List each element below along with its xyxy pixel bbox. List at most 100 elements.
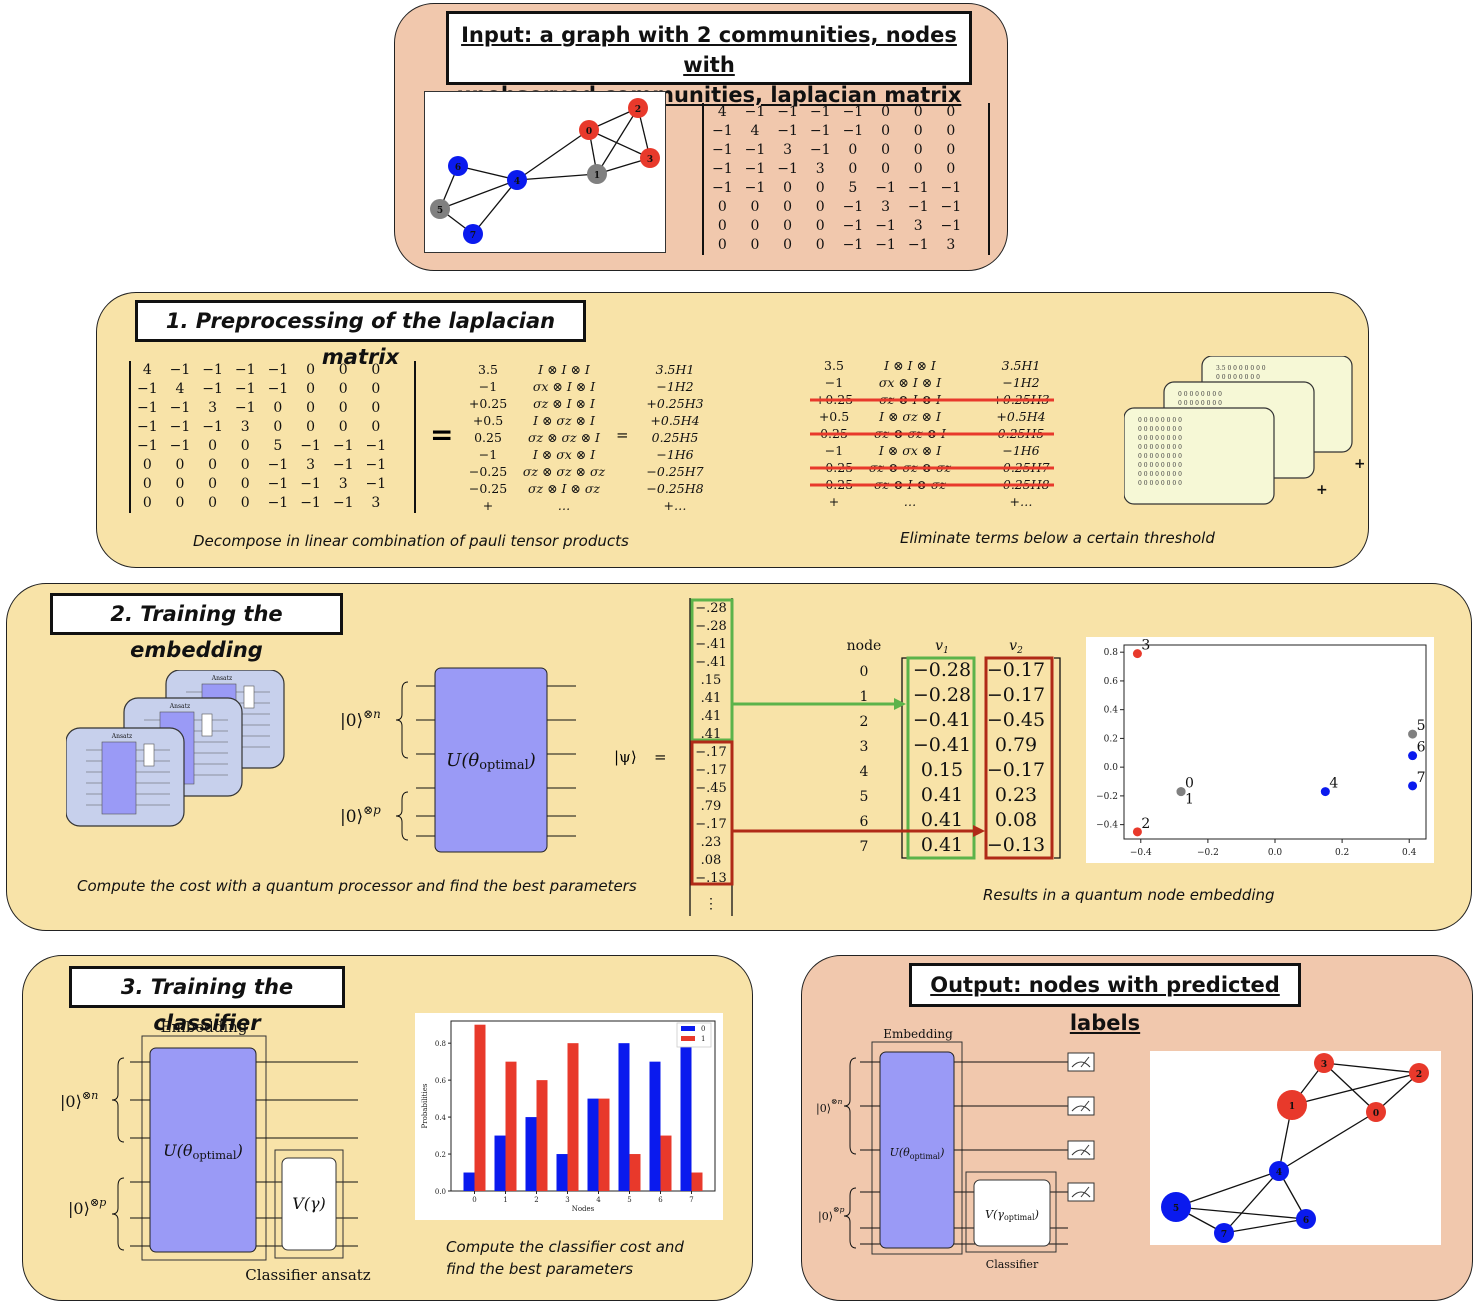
table-v1: −0.41	[913, 709, 971, 731]
graph-node-5	[430, 199, 450, 219]
y-tick-label: 0.0	[435, 1188, 446, 1196]
matrix-cell: −1	[940, 218, 962, 234]
ket-label: |0⟩⊗n	[60, 1089, 98, 1111]
x-tick-label: 2	[534, 1196, 538, 1204]
matrix-row: 0 0 0 0 −1 −1 3 −1	[131, 475, 392, 494]
table-bracket	[1054, 657, 1061, 859]
x-tick-label: 4	[596, 1196, 601, 1204]
matrix-row: −1 −1 −1 3 0 0 0 0	[131, 418, 392, 437]
classifier-ansatz-label: Classifier ansatz	[245, 1266, 371, 1284]
meter-arc	[1071, 1061, 1091, 1068]
card-row: 0 0 0 0 0 0 0 0	[1138, 480, 1182, 487]
matrix-cell: 0	[913, 161, 923, 177]
matrix-cell: 0	[913, 142, 923, 158]
red-box	[690, 740, 734, 886]
matrix-cell: −1	[940, 180, 962, 196]
table-v2: −0.45	[987, 709, 1045, 731]
matrix-cell: −1	[332, 457, 354, 473]
circuit-brace	[843, 1057, 857, 1155]
decomp-term: 0.25H5	[652, 430, 699, 445]
meter-needle	[1080, 1186, 1090, 1198]
decomp-term: −1H6	[1002, 443, 1039, 458]
circuit-brace	[395, 791, 409, 841]
matrix-cell: 0	[208, 438, 218, 454]
scatter-point	[1408, 781, 1418, 791]
graph-edge	[588, 129, 651, 159]
matrix-cell: 0	[750, 237, 760, 253]
ket-exponent: ⊗n	[363, 707, 381, 721]
table-header-node: node	[847, 638, 882, 654]
matrix-cell: −1	[169, 400, 191, 416]
embedding-scatter: −0.4 −0.2 0.0 0.2 0.4 −0.4 −0.2 0.0 0.2 0.4 0.6 0.8…	[1086, 637, 1434, 863]
measurement-meter	[1067, 1052, 1095, 1072]
decomp-pauli: σz ⊗ I ⊗ σz	[528, 481, 600, 496]
graph-edge	[516, 173, 598, 181]
graph-node-label: 0	[586, 127, 592, 137]
matrix-cell: −1	[809, 123, 831, 139]
graph-node-3	[1314, 1053, 1334, 1073]
card-plus: +	[1354, 456, 1364, 472]
y-tick-label: 0.6	[435, 1077, 447, 1085]
graph-node-1	[587, 164, 607, 184]
unitary-close: )	[528, 750, 536, 771]
legend-label: 0	[701, 1025, 705, 1033]
graph-node-label: 6	[1303, 1216, 1309, 1226]
graph-node-5	[1161, 1192, 1191, 1222]
ansatz-label: Ansatz	[211, 675, 232, 682]
bar-series-1	[474, 1024, 486, 1191]
ansatz-unitary	[101, 741, 137, 815]
bar-series-0	[649, 1061, 661, 1191]
matrix-cell: −1	[202, 419, 223, 435]
decomp-pauli: σz ⊗ σz ⊗ I	[528, 430, 601, 445]
matrix-cell: −1	[744, 161, 766, 177]
vector-entry: .79	[701, 799, 722, 814]
unitary-sub: optimal	[193, 1148, 237, 1162]
matrix-cell: 0	[815, 199, 825, 215]
graph-node-2	[628, 98, 648, 118]
matrix-cell: 3	[371, 495, 381, 511]
matrix-cell: 0	[338, 362, 348, 378]
matrix-cell: 4	[142, 362, 152, 378]
vgamma-block	[973, 1179, 1051, 1247]
ket-label: |0⟩⊗n	[340, 707, 381, 731]
matrix-row: −1 4 −1 −1 −1 0 0 0	[131, 380, 392, 399]
decomp-coef: −1	[479, 447, 497, 462]
matrix-cell: −1	[234, 400, 256, 416]
vector-entry: −.13	[695, 871, 727, 886]
graph-node-7	[463, 224, 483, 244]
scatter-frame	[1123, 644, 1427, 840]
circuit-brace	[111, 1177, 125, 1251]
matrix-cell: 0	[913, 104, 923, 120]
classifier-frame	[274, 1149, 344, 1259]
output-graph: 0 1 2 3 4 5 6 7	[1150, 1051, 1441, 1245]
input-graph: 0 1 2 3 4 5 6 7	[424, 91, 666, 253]
decomp-pauli: σx ⊗ I ⊗ I	[533, 379, 596, 394]
matrix-cell: −1	[842, 237, 864, 253]
scatter-point-label: 5	[1417, 718, 1426, 734]
x-tick-label: 6	[658, 1196, 663, 1204]
vector-entry: .15	[701, 673, 722, 688]
psi-equals: =	[654, 748, 667, 766]
vector-entry: −.17	[695, 763, 727, 778]
graph-edge	[516, 129, 590, 181]
matrix-row: 4 −1 −1 −1 −1 0 0 0	[706, 103, 967, 122]
matrix-cell: 3	[783, 142, 793, 158]
step2-caption-right: Results in a quantum node embedding	[983, 886, 1275, 904]
decomp-coef: 3.5	[478, 362, 498, 377]
matrix-cell: 0	[783, 237, 793, 253]
decomp-coef: +0.25	[469, 396, 507, 411]
ansatz-h	[243, 685, 255, 709]
bar-series-0	[556, 1154, 568, 1191]
matrix-cell: 0	[175, 457, 185, 473]
probability-chart: 0.0 0.2 0.4 0.6 0.8 0 1 2 3 4 5 6 7 Nodes Probabilitie…	[415, 1013, 723, 1220]
meter-arc	[1071, 1149, 1091, 1156]
matrix-cell: 0	[848, 142, 858, 158]
matrix-cell: 0	[273, 400, 283, 416]
input-graph-svg: 0 1 2 3 4 5 6 7	[430, 98, 660, 244]
matrix-cell: 0	[881, 123, 890, 139]
graph-node-label: 3	[647, 155, 653, 165]
vector-entry: .41	[701, 709, 722, 724]
matrix-row: −1 −1 3 −1 0 0 0 0	[706, 141, 967, 160]
table-v1: −0.41	[913, 734, 971, 756]
matrix-cell: 0	[371, 362, 381, 378]
